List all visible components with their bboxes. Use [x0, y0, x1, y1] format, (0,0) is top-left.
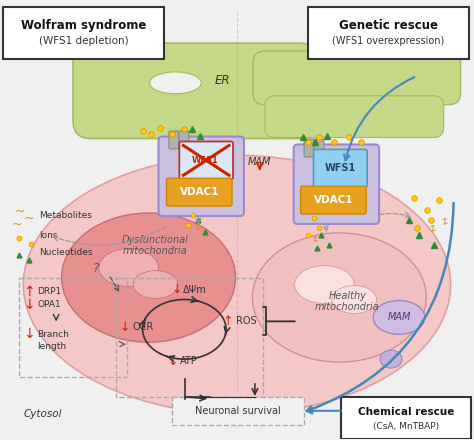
Text: ~: ~	[14, 205, 25, 218]
FancyBboxPatch shape	[314, 139, 324, 157]
Text: (WFS1 overexpression): (WFS1 overexpression)	[332, 36, 444, 46]
Text: (CsA, MnTBAP): (CsA, MnTBAP)	[373, 422, 439, 431]
Text: ↓: ↓	[24, 327, 35, 341]
FancyBboxPatch shape	[301, 186, 366, 214]
Text: ↓: ↓	[171, 283, 182, 296]
FancyBboxPatch shape	[304, 139, 314, 157]
Text: ↑: ↑	[24, 285, 35, 299]
Text: Metabolites: Metabolites	[39, 211, 92, 220]
Text: MAM: MAM	[387, 312, 410, 323]
Text: ~: ~	[11, 218, 22, 231]
Ellipse shape	[252, 233, 426, 362]
Ellipse shape	[62, 213, 236, 342]
Text: Cytosol: Cytosol	[23, 409, 62, 419]
FancyBboxPatch shape	[179, 142, 233, 179]
Text: mitochondria: mitochondria	[123, 246, 188, 256]
FancyBboxPatch shape	[173, 397, 303, 425]
FancyBboxPatch shape	[179, 131, 189, 149]
FancyBboxPatch shape	[293, 144, 379, 224]
Text: ↓: ↓	[167, 355, 178, 367]
Text: Dysfunctional: Dysfunctional	[122, 235, 189, 245]
Text: ↓: ↓	[24, 297, 35, 312]
Text: ROS: ROS	[236, 316, 256, 326]
FancyBboxPatch shape	[3, 7, 164, 59]
Text: ATP: ATP	[181, 356, 198, 366]
Text: z: z	[311, 234, 318, 244]
Text: mitochondria: mitochondria	[315, 302, 380, 312]
Text: DRP1: DRP1	[37, 287, 62, 296]
Text: z: z	[195, 222, 202, 232]
Text: Ions: Ions	[39, 231, 58, 240]
FancyBboxPatch shape	[169, 131, 179, 149]
Ellipse shape	[133, 271, 178, 298]
Text: OCR: OCR	[133, 323, 154, 332]
Ellipse shape	[295, 266, 354, 304]
FancyBboxPatch shape	[158, 136, 244, 216]
Text: Nucleotides: Nucleotides	[39, 248, 93, 257]
Text: Wolfram syndrome: Wolfram syndrome	[21, 19, 146, 32]
Text: ΔΨm: ΔΨm	[183, 285, 207, 294]
Text: z: z	[429, 223, 437, 234]
FancyBboxPatch shape	[73, 43, 318, 139]
Text: OPA1: OPA1	[37, 300, 61, 309]
Text: Chemical rescue: Chemical rescue	[358, 407, 454, 417]
Text: (WFS1 depletion): (WFS1 depletion)	[39, 36, 129, 46]
Text: z: z	[441, 216, 449, 227]
FancyBboxPatch shape	[313, 150, 367, 187]
Text: ↑: ↑	[223, 315, 233, 328]
FancyBboxPatch shape	[166, 178, 232, 206]
Ellipse shape	[150, 72, 201, 94]
Text: MAM: MAM	[248, 158, 271, 167]
Text: ↓: ↓	[119, 321, 130, 334]
Text: ?: ?	[92, 262, 99, 275]
Text: ER: ER	[214, 74, 230, 88]
FancyBboxPatch shape	[341, 397, 471, 439]
Ellipse shape	[373, 301, 425, 334]
Text: ~: ~	[24, 212, 35, 225]
FancyBboxPatch shape	[265, 96, 444, 138]
Text: WFS1: WFS1	[325, 163, 356, 173]
Ellipse shape	[380, 350, 402, 368]
Text: Neuronal survival: Neuronal survival	[195, 406, 281, 416]
Text: Branch: Branch	[37, 330, 69, 339]
Text: length: length	[37, 342, 66, 351]
FancyBboxPatch shape	[308, 7, 468, 59]
Text: VDAC1: VDAC1	[314, 195, 353, 205]
Text: Healthy: Healthy	[328, 291, 366, 301]
Text: VDAC1: VDAC1	[180, 187, 219, 197]
Text: Genetic rescue: Genetic rescue	[338, 19, 438, 32]
Ellipse shape	[332, 286, 377, 313]
FancyBboxPatch shape	[253, 51, 461, 105]
Ellipse shape	[23, 155, 451, 414]
Ellipse shape	[99, 249, 158, 286]
Text: WFS1: WFS1	[192, 156, 219, 165]
